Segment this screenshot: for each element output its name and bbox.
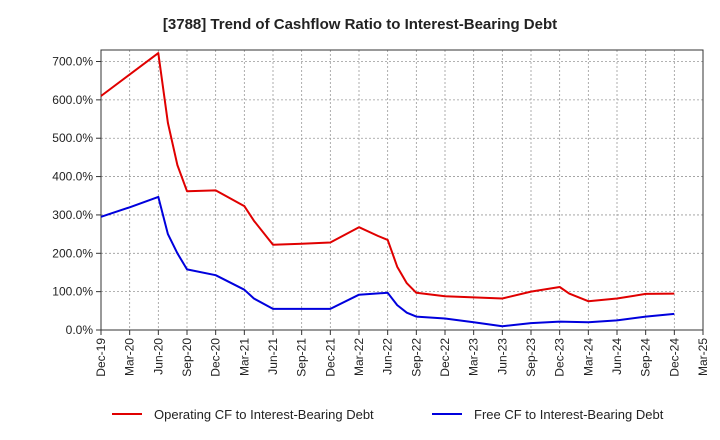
x-tick-label: Sep-22 bbox=[409, 338, 423, 377]
x-tick-label: Jun-21 bbox=[266, 338, 280, 375]
x-tick-label: Dec-23 bbox=[553, 338, 567, 377]
legend-swatch bbox=[432, 413, 462, 415]
legend-item-1: Operating CF to Interest-Bearing Debt bbox=[112, 402, 374, 426]
x-tick-label: Sep-23 bbox=[524, 338, 538, 377]
x-tick-label: Sep-20 bbox=[180, 338, 194, 377]
legend-swatch bbox=[112, 413, 142, 415]
x-tick-label: Mar-24 bbox=[581, 338, 595, 376]
chart-legend: Operating CF to Interest-Bearing Debt Fre… bbox=[0, 402, 720, 426]
y-tick-label: 0.0% bbox=[66, 323, 94, 337]
x-tick-label: Dec-22 bbox=[438, 338, 452, 377]
chart-plot: 0.0% 100.0% 200.0% 300.0% 400.0% 500.0% 600.0%… bbox=[52, 49, 710, 377]
x-tick-label: Jun-24 bbox=[610, 338, 624, 375]
x-tick-label: Dec-20 bbox=[209, 338, 223, 377]
legend-label: Free CF to Interest-Bearing Debt bbox=[474, 406, 664, 422]
y-tick-label: 700.0% bbox=[52, 55, 93, 69]
series-line-2 bbox=[100, 195, 675, 328]
y-tick-label: 500.0% bbox=[52, 131, 93, 145]
legend-label: Operating CF to Interest-Bearing Debt bbox=[154, 406, 374, 422]
y-tick-label: 600.0% bbox=[52, 93, 93, 107]
x-tick-label: Mar-20 bbox=[123, 338, 137, 376]
x-tick-label: Mar-22 bbox=[352, 338, 366, 376]
x-tick-label: Mar-25 bbox=[696, 338, 710, 376]
plot-frame bbox=[100, 49, 704, 331]
x-tick-label: Dec-24 bbox=[667, 338, 681, 377]
series-line-1 bbox=[100, 52, 675, 303]
x-tick-label: Jun-20 bbox=[151, 338, 165, 375]
x-tick-label: Mar-21 bbox=[237, 338, 251, 376]
y-tick-label: 300.0% bbox=[52, 208, 93, 222]
x-tick-label: Sep-21 bbox=[295, 338, 309, 377]
x-tick-label: Sep-24 bbox=[639, 338, 653, 377]
x-tick-label: Dec-21 bbox=[323, 338, 337, 377]
legend-item-2: Free CF to Interest-Bearing Debt bbox=[432, 402, 663, 426]
chart-title: [3788] Trend of Cashflow Ratio to Intere… bbox=[162, 16, 558, 33]
y-tick-label: 100.0% bbox=[52, 285, 93, 299]
x-tick-label: Jun-23 bbox=[495, 338, 509, 375]
x-tick-label: Jun-22 bbox=[381, 338, 395, 375]
x-tick-label: Mar-23 bbox=[467, 338, 481, 376]
y-tick-label: 200.0% bbox=[52, 246, 93, 260]
x-tick-label: Dec-19 bbox=[94, 338, 108, 377]
y-tick-label: 400.0% bbox=[52, 170, 93, 184]
